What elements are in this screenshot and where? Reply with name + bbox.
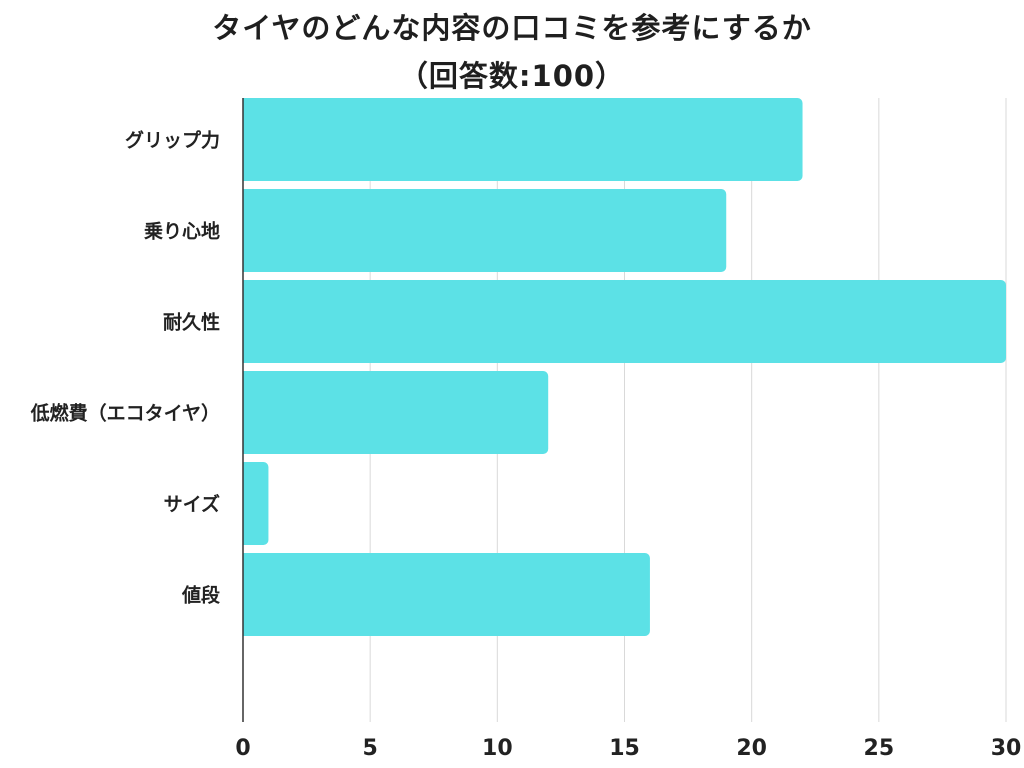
x-tick-label-5: 5 — [363, 736, 378, 761]
x-tick-label-15: 15 — [609, 736, 640, 761]
bar-edge-1 — [243, 189, 249, 272]
bar-edge-4 — [243, 462, 249, 545]
bar-5 — [243, 553, 650, 636]
bar-4 — [243, 462, 269, 545]
bar-edge-2 — [243, 280, 249, 363]
bar-edge-0 — [243, 98, 249, 181]
bar-edge-3 — [243, 371, 249, 454]
bar-0 — [243, 98, 803, 181]
bar-3 — [243, 371, 549, 454]
x-tick-label-20: 20 — [736, 736, 767, 761]
category-label-5: 値段 — [181, 584, 221, 607]
category-label-2: 耐久性 — [163, 311, 220, 334]
x-tick-label-10: 10 — [482, 736, 513, 761]
x-tick-label-25: 25 — [864, 736, 895, 761]
category-label-3: 低燃費（エコタイヤ） — [30, 402, 220, 425]
chart-title: タイヤのどんな内容の口コミを参考にするか — [212, 11, 812, 45]
bar-edge-5 — [243, 553, 249, 636]
x-tick-label-30: 30 — [991, 736, 1022, 761]
category-label-4: サイズ — [164, 493, 220, 516]
category-label-1: 乗り心地 — [144, 220, 220, 243]
bar-1 — [243, 189, 727, 272]
chart-subtitle: （回答数:100） — [398, 59, 626, 93]
bar-2 — [243, 280, 1006, 363]
x-tick-label-0: 0 — [235, 736, 250, 761]
category-label-0: グリップ力 — [125, 129, 220, 152]
